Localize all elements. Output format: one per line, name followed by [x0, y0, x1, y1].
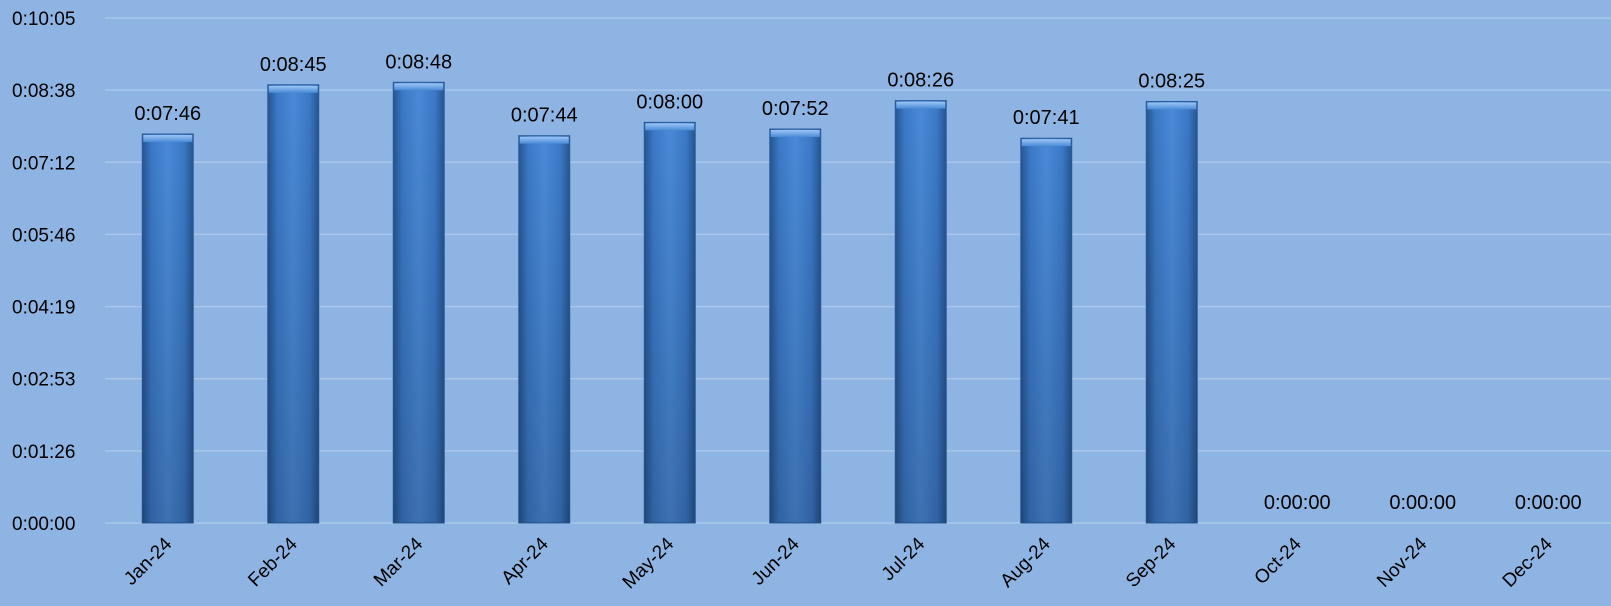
bar-cap — [896, 101, 946, 109]
bars — [141, 81, 1198, 524]
data-label: 0:08:48 — [385, 51, 452, 73]
y-tick-label: 0:10:05 — [12, 9, 75, 30]
bar-shade — [267, 84, 319, 524]
bar-shade — [518, 135, 570, 523]
bar-cap — [1021, 139, 1071, 147]
x-tick-label: May-24 — [619, 533, 679, 593]
x-axis-tick-labels: Jan-24 Feb-24 Mar-24 Apr-24 May-24 Jun-24 Jul-… — [120, 533, 1557, 593]
bar-cap — [770, 130, 820, 138]
x-tick-label: Mar-24 — [370, 533, 428, 591]
bar-shade — [769, 129, 821, 523]
gridlines — [105, 17, 1611, 524]
bar-cap — [645, 123, 695, 131]
data-labels: 0:07:46 0:08:45 0:08:48 0:07:44 0:08:00 0:07:… — [134, 51, 1581, 514]
y-tick-label: 0:05:46 — [12, 225, 75, 246]
data-label: 0:00:00 — [1264, 492, 1331, 514]
y-axis-tick-labels: 0:00:00 0:01:26 0:02:53 0:04:19 0:05:46 0:07:… — [12, 9, 75, 535]
y-tick-label: 0:01:26 — [12, 442, 75, 463]
y-tick-label: 0:07:12 — [12, 153, 75, 174]
data-label: 0:07:46 — [134, 103, 201, 125]
data-label: 0:07:52 — [762, 98, 829, 120]
x-tick-label: Jul-24 — [878, 533, 930, 585]
x-tick-label: Jan-24 — [120, 533, 176, 589]
x-tick-label: Oct-24 — [1251, 533, 1306, 588]
y-tick-label: 0:08:38 — [12, 81, 75, 102]
data-label: 0:08:00 — [636, 91, 703, 113]
bar — [518, 135, 571, 524]
x-tick-label: Nov-24 — [1373, 533, 1431, 591]
bar-shade — [644, 122, 696, 524]
data-label: 0:00:00 — [1389, 492, 1456, 514]
y-tick-label: 0:02:53 — [12, 370, 75, 391]
bar — [392, 81, 445, 524]
x-tick-label: Jun-24 — [748, 533, 804, 589]
data-label: 0:08:26 — [887, 70, 954, 92]
x-tick-label: Aug-24 — [997, 533, 1055, 591]
x-tick-label: Apr-24 — [498, 533, 553, 588]
data-label: 0:00:00 — [1515, 492, 1582, 514]
bar — [1020, 137, 1073, 524]
data-label: 0:07:41 — [1013, 107, 1080, 129]
y-tick-label: 0:00:00 — [12, 514, 75, 535]
bar — [1145, 100, 1198, 524]
bar — [894, 100, 947, 524]
data-label: 0:07:44 — [511, 105, 578, 127]
bar — [643, 121, 696, 524]
bar-shade — [895, 100, 947, 524]
bar — [769, 128, 822, 524]
bar-cap — [1147, 102, 1197, 110]
x-tick-label: Dec-24 — [1499, 533, 1557, 591]
bar-cap — [268, 85, 318, 93]
bar-shade — [1146, 101, 1198, 524]
bar-shade — [393, 82, 445, 523]
y-tick-label: 0:04:19 — [12, 298, 75, 319]
bar-shade — [142, 134, 194, 524]
bar-cap — [519, 136, 569, 144]
data-label: 0:08:25 — [1138, 70, 1205, 92]
bar — [267, 84, 320, 524]
bar-shade — [1020, 138, 1072, 523]
x-tick-label: Feb-24 — [244, 533, 302, 591]
x-tick-label: Sep-24 — [1122, 533, 1180, 591]
bar — [141, 133, 194, 524]
bar-cap — [394, 83, 444, 91]
bar-cap — [143, 135, 193, 143]
data-label: 0:08:45 — [260, 54, 327, 76]
